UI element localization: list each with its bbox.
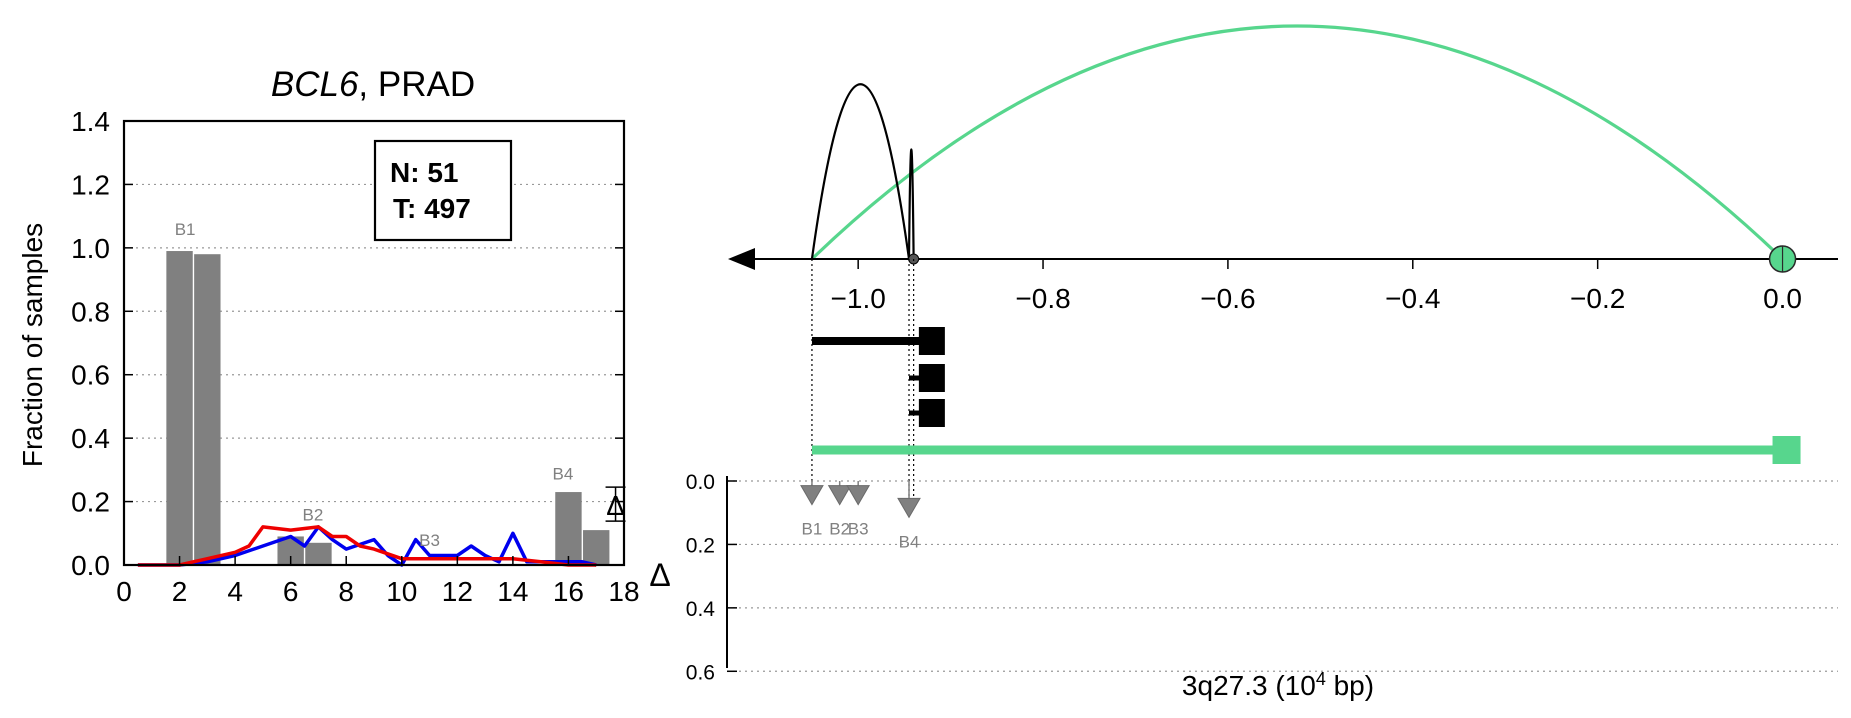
left-x-tick-label: 18 [608,576,639,607]
delta-marker-triangle-icon [800,485,824,506]
splice-arc [907,148,915,260]
sample-count-frame [373,139,513,242]
left-bar [305,542,332,565]
delta-y-tick-label: 0.6 [686,661,715,684]
left-y-tick-label: 1.2 [71,169,110,200]
left-delta-marker: Δ [606,490,625,521]
left-bar-group-label: B2 [302,506,323,525]
genome-x-tick-label: −0.4 [1385,283,1440,314]
left-y-tick-label: 0.6 [71,360,110,391]
right-chart: −1.0 −0.8 −0.6 −0.4 −0.2 0.0 Δ 0.0 0.2 0.4 0.6 B… [649,24,1838,701]
genome-x-axis-label: 3q27.3 (104 bp) [1182,669,1374,701]
genome-direction-arrow-icon [728,248,755,270]
delta-marker-label: B1 [802,520,823,539]
left-bar-group-label: B4 [552,464,573,483]
splice-arc [810,24,1784,261]
left-y-tick-label: 0.4 [71,423,110,454]
transcript-exon [918,327,945,355]
left-bar [583,530,610,565]
transcript-tracks [811,327,1801,464]
left-chart: BCL6, PRAD Fraction of samples B1 B2 B3 B4 Δ… [17,65,640,607]
left-chart-title: BCL6, PRAD [271,65,475,104]
tumor-count-label: T: 497 [393,193,471,224]
left-series-line [137,525,597,567]
left-x-tick-label: 12 [442,576,473,607]
left-x-tick-label: 6 [283,576,299,607]
delta-marker-triangle-icon [827,485,852,506]
delta-marker-label: B4 [899,532,920,551]
transcript-exon [1772,436,1801,464]
genome-x-tick-label: 0.0 [1763,283,1802,314]
delta-y-tick-label: 0.0 [686,471,715,494]
genome-x-tick-label: −1.0 [831,283,886,314]
left-y-tick-label: 0.0 [71,550,110,581]
left-bar [555,492,582,565]
delta-y-tick-label: 0.4 [686,598,716,621]
delta-gridlines [727,480,1838,672]
delta-axis-label: Δ [649,557,670,593]
left-bar [166,251,193,565]
transcript-exon [918,399,945,427]
left-x-tick-label: 0 [116,576,132,607]
delta-y-ticks: 0.0 0.2 0.4 0.6 [686,471,737,684]
left-bar-group-label: B1 [175,220,196,239]
left-y-tick-label: 0.2 [71,487,110,518]
genome-x-tick-label: −0.6 [1200,283,1255,314]
left-x-tick-label: 4 [227,576,243,607]
delta-y-tick-label: 0.2 [686,534,715,557]
left-y-tick-label: 0.8 [71,296,110,327]
genome-x-tick-label: −0.2 [1570,283,1625,314]
left-x-ticks: 0 2 4 6 8 10 12 14 16 18 [116,556,640,607]
transcript-exon [918,364,945,392]
left-x-tick-label: 10 [386,576,417,607]
left-bar-group-label: B3 [419,531,440,550]
genome-x-ticks: −1.0 −0.8 −0.6 −0.4 −0.2 0.0 [831,259,1802,314]
delta-marker-label: B3 [848,520,869,539]
delta-marker-triangle-icon [846,485,871,506]
left-bar-labels: B1 B2 B3 B4 Δ [175,220,626,550]
left-x-tick-label: 16 [553,576,584,607]
left-y-tick-label: 1.0 [71,233,110,264]
delta-marker-label: B2 [829,520,850,539]
left-x-tick-label: 14 [497,576,528,607]
left-bars [166,251,610,565]
splice-arc [810,83,911,260]
normal-count-label: N: 51 [390,157,458,188]
left-y-axis-label: Fraction of samples [17,223,48,467]
sample-count-box: N: 51 T: 497 [373,139,513,242]
left-plot-frame [122,119,626,567]
left-x-tick-label: 2 [172,576,188,607]
left-y-ticks: 0.0 0.2 0.4 0.6 0.8 1.0 1.2 1.4 [71,106,624,581]
left-series-lines [137,525,597,567]
genome-x-tick-label: −0.8 [1015,283,1070,314]
left-y-tick-label: 1.4 [71,106,110,137]
left-x-tick-label: 8 [338,576,354,607]
left-bar [194,254,221,565]
delta-marker-triangle-icon [897,497,921,519]
splice-arcs [810,24,1784,261]
